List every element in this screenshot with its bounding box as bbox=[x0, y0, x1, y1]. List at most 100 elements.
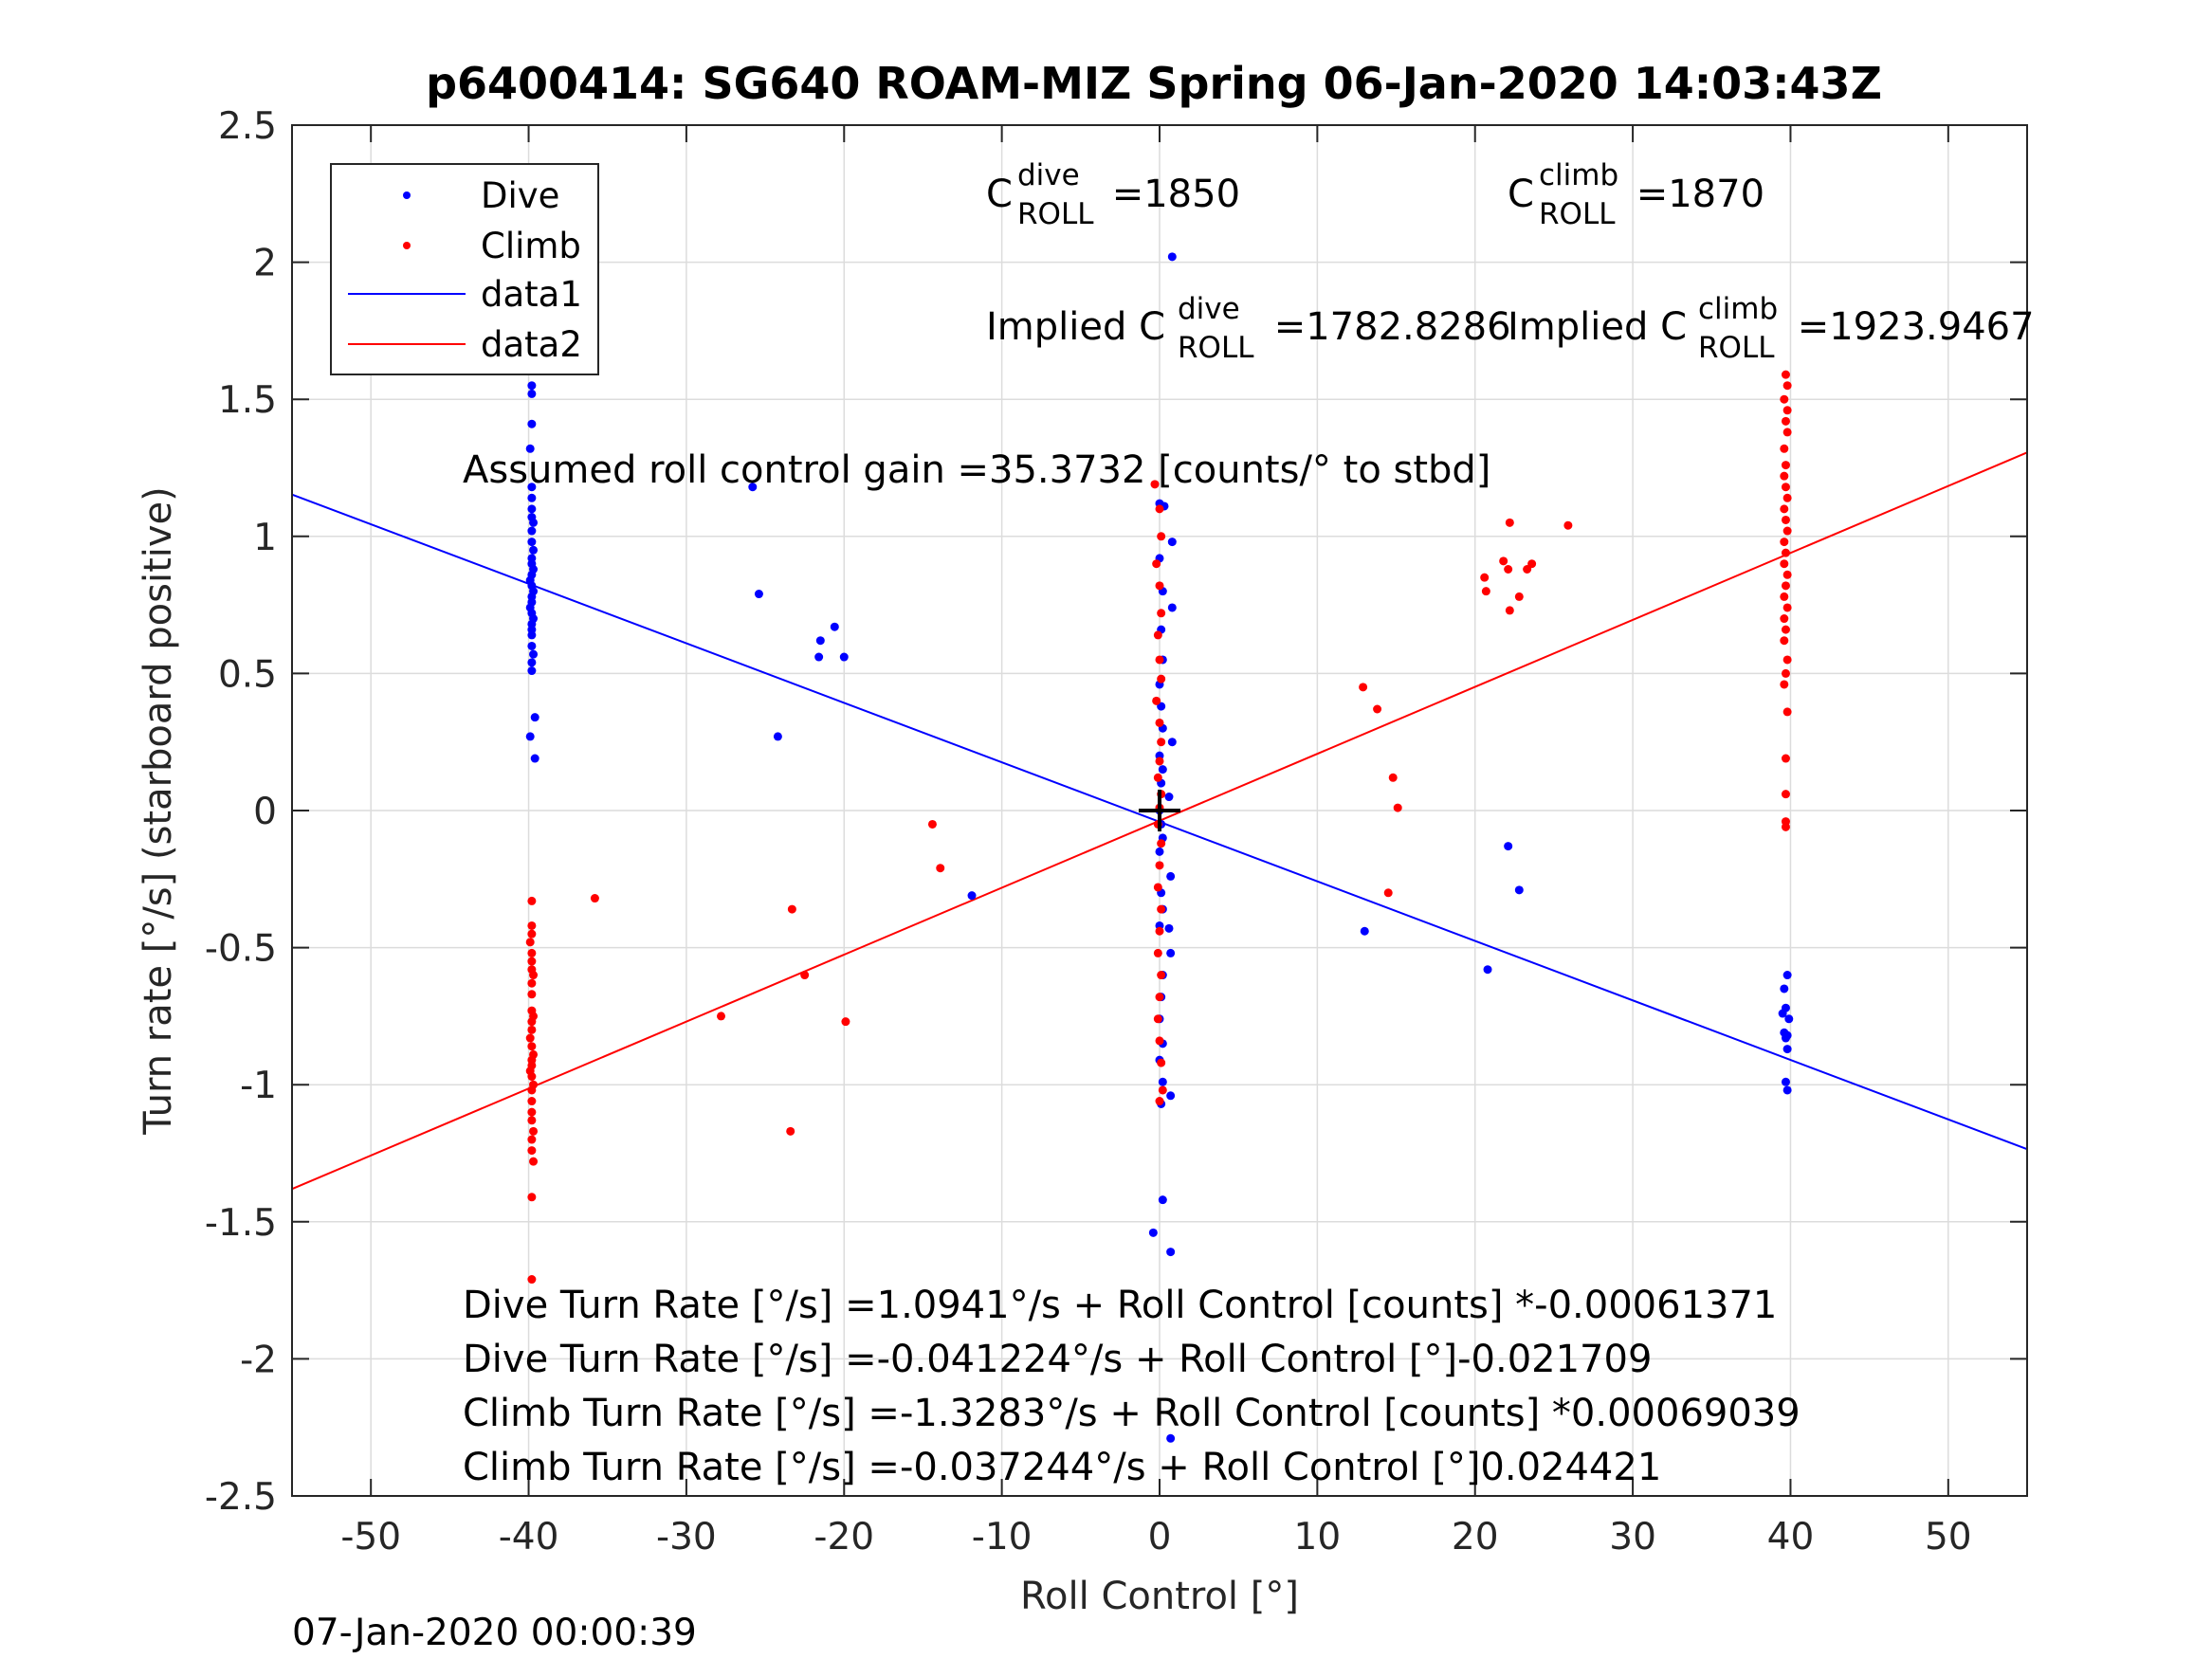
dive-point bbox=[527, 526, 537, 536]
legend-data2-label: data2 bbox=[481, 324, 582, 365]
plot-frame bbox=[291, 124, 2028, 1497]
dive-point bbox=[1167, 603, 1177, 612]
climb-point bbox=[1153, 948, 1162, 957]
dive-point bbox=[527, 483, 537, 492]
annotation-gain: Assumed roll control gain =35.3732 [coun… bbox=[463, 448, 1490, 492]
climb-point bbox=[1155, 926, 1164, 936]
climb-point bbox=[1150, 480, 1160, 489]
y-tick-label: -1.5 bbox=[205, 1202, 277, 1245]
x-tick-label: -50 bbox=[340, 1516, 401, 1559]
climb-point bbox=[1157, 609, 1166, 618]
climb-point bbox=[527, 1085, 537, 1095]
dive-point bbox=[754, 590, 763, 599]
y-tick-label: 2 bbox=[253, 243, 277, 285]
annotation-equation-1: Dive Turn Rate [°/s] =1.0941°/s + Roll C… bbox=[463, 1284, 1777, 1327]
annotation-equation-4: Climb Turn Rate [°/s] =-0.037244°/s + Ro… bbox=[463, 1446, 1661, 1489]
climb-point bbox=[1152, 696, 1161, 705]
svg-text:C: C bbox=[1508, 173, 1534, 216]
climb-point bbox=[1155, 861, 1164, 870]
dive-point bbox=[1166, 1433, 1176, 1443]
climb-point bbox=[1505, 606, 1514, 615]
dive-point bbox=[1781, 1033, 1790, 1043]
climb-point bbox=[1780, 471, 1789, 481]
dive-point bbox=[525, 444, 535, 453]
climb-point bbox=[786, 1126, 795, 1136]
climb-point bbox=[527, 1275, 537, 1285]
dive-point bbox=[527, 504, 537, 514]
annotation-implied-dive-sup: dive bbox=[1178, 292, 1240, 326]
dive-point bbox=[815, 636, 825, 646]
climb-point bbox=[1157, 839, 1166, 848]
dive-point bbox=[529, 649, 539, 659]
climb-point bbox=[1359, 683, 1368, 692]
climb-point bbox=[841, 1017, 850, 1027]
climb-point bbox=[525, 938, 535, 947]
annotation-c-climb: C climb ROLL =1870 bbox=[1508, 158, 1764, 231]
annotation-implied-climb-sub: ROLL bbox=[1698, 331, 1775, 365]
annotation-equation-3: Climb Turn Rate [°/s] =-1.3283°/s + Roll… bbox=[463, 1392, 1801, 1435]
climb-point bbox=[527, 1042, 537, 1051]
climb-point bbox=[527, 957, 537, 966]
climb-point bbox=[1563, 520, 1573, 530]
annotation-implied-dive: Implied C dive ROLL =1782.8286 bbox=[986, 292, 1511, 365]
annotation-equation-2: Dive Turn Rate [°/s] =-0.041224°/s + Rol… bbox=[463, 1338, 1652, 1381]
climb-point bbox=[1152, 559, 1161, 569]
climb-point bbox=[1780, 592, 1789, 601]
climb-point bbox=[1157, 904, 1166, 914]
climb-point bbox=[590, 894, 599, 903]
climb-point bbox=[1782, 493, 1792, 502]
climb-point bbox=[1780, 614, 1789, 624]
climb-point bbox=[1781, 515, 1790, 524]
svg-text:ROLL: ROLL bbox=[1178, 331, 1254, 365]
climb-point bbox=[1155, 655, 1164, 665]
x-tick-label: 20 bbox=[1452, 1516, 1499, 1559]
climb-point bbox=[529, 1157, 539, 1166]
climb-point bbox=[1514, 592, 1524, 601]
data-points bbox=[525, 252, 1794, 1443]
svg-text:dive: dive bbox=[1017, 158, 1080, 192]
x-tick-label: 40 bbox=[1767, 1516, 1815, 1559]
x-tick-label: -30 bbox=[656, 1516, 717, 1559]
dive-point bbox=[1166, 948, 1176, 957]
climb-point bbox=[527, 921, 537, 930]
climb-point bbox=[1383, 888, 1393, 898]
dive-point bbox=[1164, 793, 1174, 802]
dive-point bbox=[527, 666, 537, 676]
dive-point bbox=[529, 518, 539, 527]
dive-point bbox=[529, 545, 539, 555]
y-tick-label: 0 bbox=[253, 791, 277, 833]
y-tick-label: 1.5 bbox=[218, 379, 277, 422]
dive-point bbox=[1167, 738, 1177, 747]
climb-point bbox=[1155, 757, 1164, 766]
annotation-c-climb-value: =1870 bbox=[1624, 173, 1764, 216]
dive-point bbox=[1158, 1077, 1167, 1086]
dive-point bbox=[967, 891, 977, 901]
climb-point bbox=[1780, 504, 1789, 514]
climb-point bbox=[527, 948, 537, 957]
dive-point bbox=[1782, 971, 1792, 980]
tick-labels: -50 -40 -30 -20 -10 0 10 20 30 40 50-2.5-2-1.5-1-0… bbox=[205, 105, 1972, 1559]
annotation-c-climb-sub: ROLL bbox=[1539, 197, 1616, 231]
x-axis-label: Roll Control [°] bbox=[1020, 1575, 1299, 1618]
climb-point bbox=[527, 1017, 537, 1027]
dive-point bbox=[830, 622, 839, 631]
climb-point bbox=[527, 978, 537, 988]
x-tick-label: -20 bbox=[814, 1516, 874, 1559]
climb-point bbox=[1781, 822, 1790, 831]
svg-text:Implied C: Implied C bbox=[986, 305, 1165, 349]
climb-point bbox=[1782, 381, 1792, 391]
y-tick-label: 1 bbox=[253, 517, 277, 559]
dive-point bbox=[527, 538, 537, 547]
dive-point bbox=[1166, 871, 1176, 881]
climb-point bbox=[1527, 559, 1537, 569]
annotation-c-dive: C dive ROLL =1850 bbox=[986, 158, 1240, 231]
climb-point bbox=[1388, 773, 1398, 782]
climb-point bbox=[1499, 556, 1508, 566]
dive-point bbox=[1158, 765, 1167, 775]
y-tick-label: 0.5 bbox=[218, 653, 277, 696]
climb-point bbox=[1782, 526, 1792, 536]
climb-point bbox=[1782, 603, 1792, 612]
dive-point bbox=[1158, 1195, 1167, 1205]
climb-point bbox=[1373, 704, 1382, 714]
